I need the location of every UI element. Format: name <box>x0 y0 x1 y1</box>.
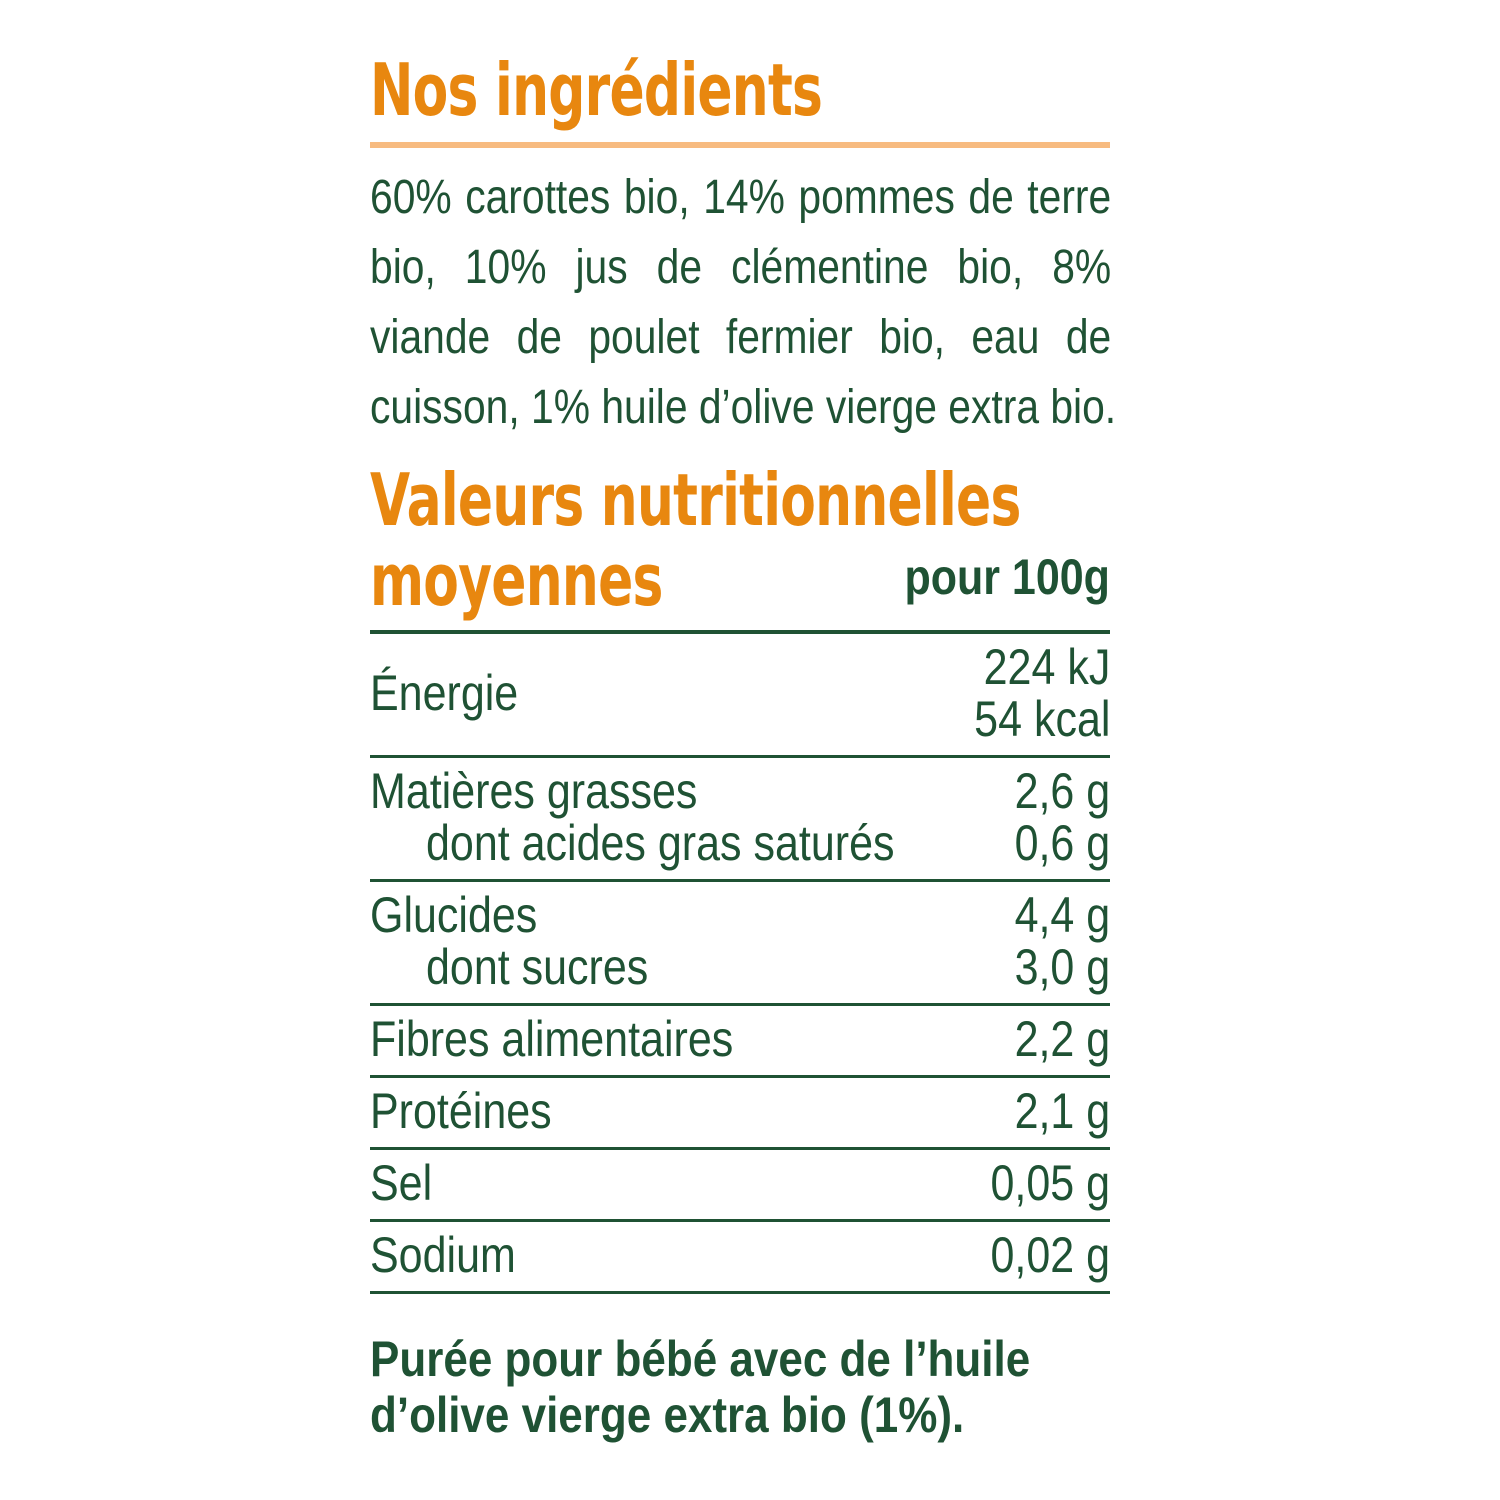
nutrient-value: 3,0 g <box>1014 939 1110 995</box>
nutrient-label: Énergie <box>370 665 519 721</box>
nutrient-label: Fibres alimentaires <box>370 1011 734 1067</box>
ingredient-line: bio, 10% jus de clémentine bio, 8% <box>370 241 1112 294</box>
nutrient-value: 224 kJ <box>983 639 1110 695</box>
nutrient-value: 4,4 g <box>1014 887 1110 943</box>
ingredient-line: cuisson, 1% huile d’olive vierge extra b… <box>370 381 1117 434</box>
nutrient-label: Matières grasses <box>370 763 698 819</box>
nutrient-value: 0,05 g <box>990 1155 1110 1211</box>
title-rule <box>370 142 1110 148</box>
nutrient-label: dont sucres <box>426 939 649 995</box>
table-rule <box>370 1291 1110 1294</box>
footer-line: Purée pour bébé avec de l’huile <box>370 1331 1031 1387</box>
nutrition-title: Valeurs nutritionnelles <box>370 458 1021 542</box>
table-rule <box>370 1147 1110 1150</box>
ingredient-line: 60% carottes bio, 14% pommes de terre <box>370 171 1112 224</box>
table-rule <box>370 1075 1110 1078</box>
nutrient-label: Sel <box>370 1155 433 1211</box>
nutrient-value: 0,02 g <box>990 1227 1110 1283</box>
table-rule <box>370 879 1110 882</box>
ingredient-line: viande de poulet fermier bio, eau de <box>370 311 1112 364</box>
nutrient-value: 0,6 g <box>1014 815 1110 871</box>
nutrient-value: 2,2 g <box>1014 1011 1110 1067</box>
nutrient-label: dont acides gras saturés <box>426 815 895 871</box>
table-rule <box>370 1003 1110 1006</box>
nutrient-value: 54 kcal <box>973 691 1110 747</box>
table-rule <box>370 755 1110 758</box>
nutrient-value: 2,1 g <box>1014 1083 1110 1139</box>
nutrition-title: moyennes <box>370 538 663 622</box>
ingredients-title: Nos ingrédients <box>370 48 823 132</box>
nutrient-label: Glucides <box>370 887 538 943</box>
table-rule <box>370 1219 1110 1222</box>
per-label: pour 100g <box>904 549 1110 605</box>
nutrient-label: Sodium <box>370 1227 516 1283</box>
table-rule <box>370 630 1110 634</box>
nutrient-value: 2,6 g <box>1014 763 1110 819</box>
footer-line: d’olive vierge extra bio (1%). <box>370 1387 965 1443</box>
nutrient-label: Protéines <box>370 1083 552 1139</box>
